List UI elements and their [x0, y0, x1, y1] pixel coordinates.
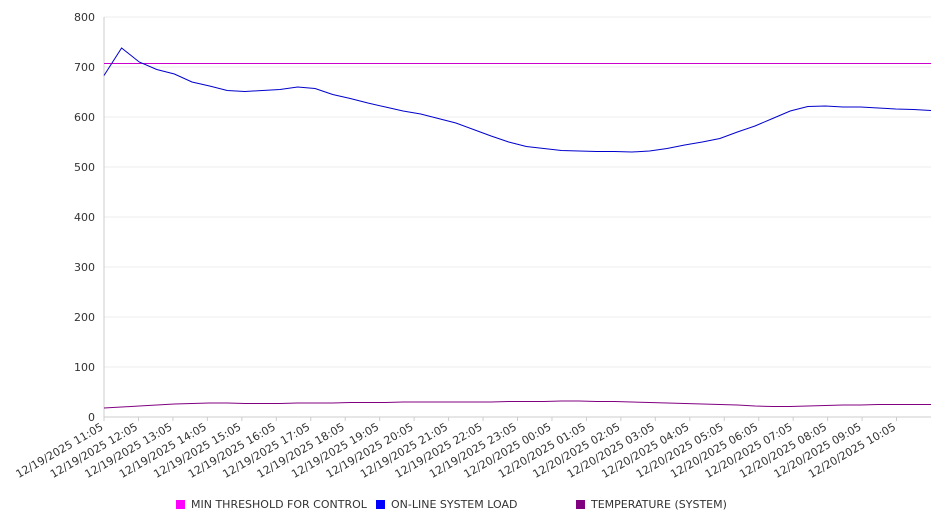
series-line-on-line-system-load [103, 47, 932, 153]
legend-swatch-temperature [576, 500, 585, 509]
y-tick-label: 600 [74, 111, 95, 124]
y-tick-label: 300 [74, 261, 95, 274]
series-line-temperature-system [103, 400, 931, 409]
legend-label-min-threshold: MIN THRESHOLD FOR CONTROL [191, 498, 367, 511]
y-tick-label: 800 [74, 11, 95, 24]
y-tick-label: 100 [74, 361, 95, 374]
legend-item-temperature[interactable]: TEMPERATURE (SYSTEM) [576, 498, 727, 511]
legend-item-system-load[interactable]: ON-LINE SYSTEM LOAD [376, 498, 517, 511]
series-lines [103, 47, 932, 409]
y-tick-label: 200 [74, 311, 95, 324]
legend-label-system-load: ON-LINE SYSTEM LOAD [391, 498, 518, 511]
y-tick-label: 700 [74, 61, 95, 74]
y-tick-label: 400 [74, 211, 95, 224]
y-tick-label: 0 [88, 411, 95, 424]
y-axis-ticks: 0 100 200 300 400 500 600 700 800 [74, 11, 95, 424]
grid-lines [104, 16, 931, 418]
legend-swatch-min-threshold [176, 500, 185, 509]
legend-item-min-threshold[interactable]: MIN THRESHOLD FOR CONTROL [176, 498, 367, 511]
y-tick-label: 500 [74, 161, 95, 174]
legend: MIN THRESHOLD FOR CONTROL ON-LINE SYSTEM… [0, 498, 946, 514]
legend-swatch-system-load [376, 500, 385, 509]
legend-label-temperature: TEMPERATURE (SYSTEM) [591, 498, 727, 511]
